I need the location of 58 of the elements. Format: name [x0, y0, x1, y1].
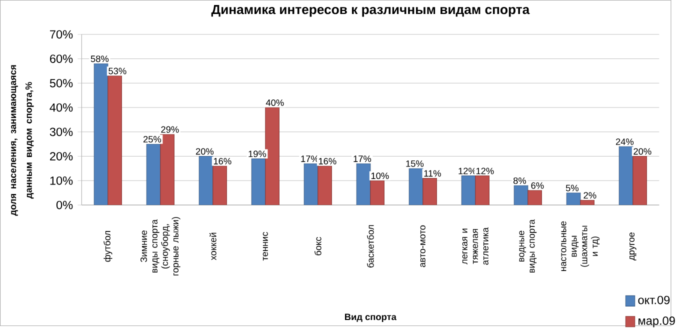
x-tick-label: авто-мото [420, 225, 426, 268]
data-label: 58% [90, 56, 109, 62]
x-tick-label: бокс [314, 236, 322, 256]
data-label: 11% [424, 170, 441, 177]
x-axis-title: Вид спорта [345, 314, 396, 322]
data-label: 19% [248, 150, 266, 158]
legend-label: мар.09 [638, 316, 675, 328]
y-tick-label: 20% [50, 152, 73, 160]
y-tick-label: 60% [50, 54, 73, 63]
data-label: 29% [161, 126, 179, 133]
y-tick-label: 10% [50, 176, 73, 185]
x-tick-label: другое [629, 232, 636, 260]
bar [251, 158, 266, 206]
x-tick-label: хоккей [209, 232, 216, 260]
data-label: 40% [266, 99, 284, 106]
data-label: 20% [634, 148, 652, 155]
legend-label: окт.09 [638, 296, 670, 304]
data-label: 8% [513, 177, 526, 184]
chart-title: Динамика интересов к различным видам спорта [211, 5, 530, 17]
data-label: 15% [406, 160, 424, 167]
data-label: 20% [196, 148, 214, 155]
x-tick-label: легкая и тяжелая атлетика [462, 227, 488, 265]
data-label: 53% [108, 68, 126, 74]
x-tick-label: футбол [104, 231, 112, 262]
data-label: 17% [354, 156, 372, 162]
bar [422, 178, 437, 206]
data-label: 25% [143, 136, 162, 142]
bar [632, 156, 647, 206]
bar [304, 163, 318, 206]
bar [528, 190, 542, 206]
x-tick-label: Зимние виды спорта (сноуборд, горные лыжи) [140, 217, 180, 276]
y-tick-label: 0% [56, 200, 73, 210]
data-label: 16% [214, 158, 232, 164]
data-label: 6% [531, 182, 544, 189]
y-tick-label: 40% [50, 103, 73, 112]
data-label: 2% [584, 192, 596, 199]
data-label: 24% [616, 138, 634, 145]
y-axis-title: доля населения, занимающаяся данным видом спорта,% [11, 65, 34, 216]
y-tick-label: 50% [50, 78, 73, 88]
data-label: 16% [318, 158, 336, 164]
bar [461, 176, 476, 206]
bar [408, 168, 424, 206]
x-tick-label: водные виды спорта [519, 219, 537, 273]
bar [370, 180, 384, 206]
x-tick-label: настольные виды (шахматы и тд) [561, 221, 600, 271]
data-label: 10% [371, 172, 389, 180]
y-tick-label: 30% [50, 128, 73, 136]
x-tick-label: баскетбол [366, 225, 374, 268]
data-label: 12% [476, 168, 494, 174]
bar [198, 156, 214, 206]
bar [618, 146, 634, 206]
x-tick-label: теннис [262, 232, 268, 261]
bar [265, 107, 280, 206]
y-tick-label: 70% [50, 30, 73, 39]
bar [566, 192, 581, 206]
bar [475, 176, 490, 206]
bar [356, 163, 371, 206]
data-label: 5% [566, 184, 579, 192]
